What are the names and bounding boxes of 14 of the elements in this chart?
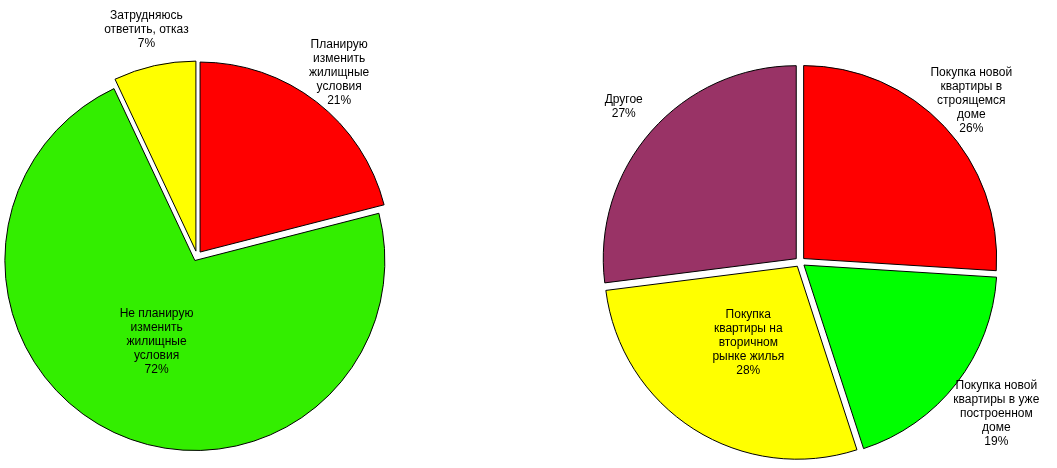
slice-label: Другое [604,91,644,106]
data-label: 26% [959,121,984,136]
data-label: 21% [327,92,352,107]
data-label: 28% [736,363,761,378]
slice-label: Покупка квартиры на вторичном рынке жилья [712,307,785,364]
data-label: 19% [984,434,1009,449]
slice-label: Планирую изменить жилищные условия [309,36,370,93]
data-label: 27% [611,105,637,120]
slice-label: Покупка новой квартиры в уже построенном доме [953,378,1040,435]
data-label: 7% [137,35,156,50]
data-label: 72% [144,362,169,377]
slice-label: Не планирую изменить жилищные условия [119,306,194,363]
slice-label: Покупка новой квартиры в строящемся доме [930,65,1013,122]
slice-label: Затрудняюсь ответить, отказ [104,7,190,36]
